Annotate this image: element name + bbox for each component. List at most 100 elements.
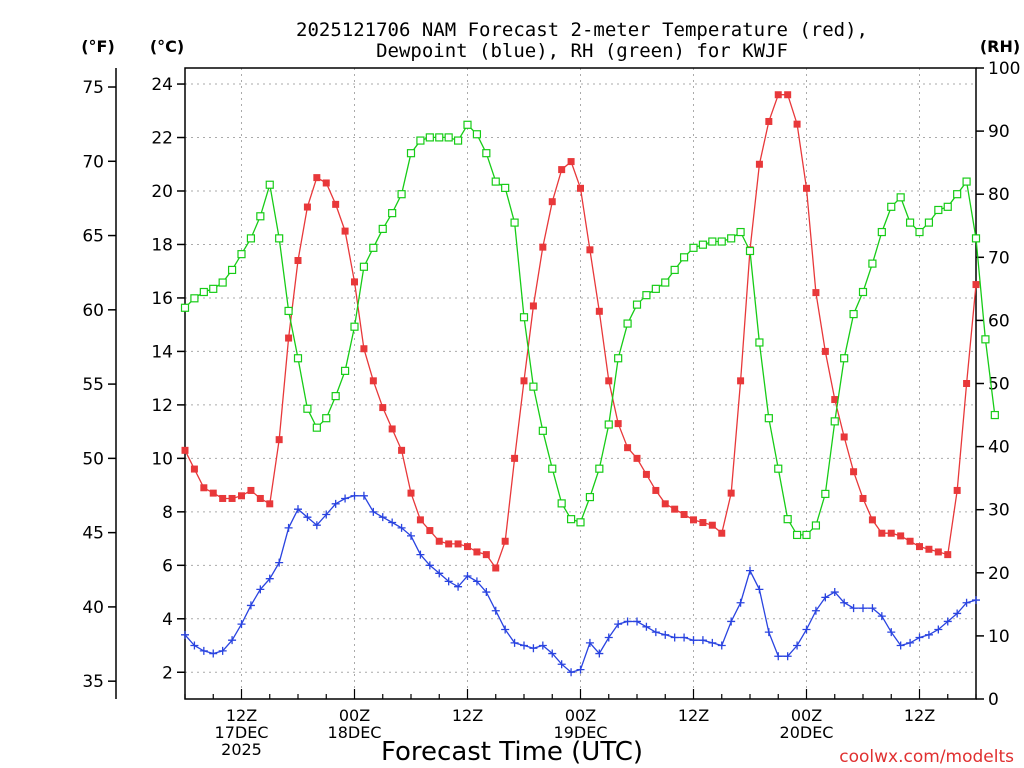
data-point bbox=[246, 234, 256, 243]
data-point bbox=[774, 91, 782, 99]
data-point bbox=[698, 636, 707, 645]
data-point bbox=[284, 306, 293, 316]
data-point bbox=[661, 278, 670, 287]
data-point bbox=[303, 404, 312, 413]
data-point bbox=[887, 202, 896, 211]
data-point bbox=[981, 335, 990, 344]
data-point bbox=[755, 338, 764, 347]
data-point bbox=[181, 446, 189, 454]
data-point bbox=[670, 633, 679, 642]
data-point bbox=[473, 548, 481, 556]
data-point bbox=[783, 652, 792, 661]
data-point bbox=[519, 313, 529, 322]
data-point bbox=[868, 259, 877, 268]
fahrenheit-tick-label: 45 bbox=[82, 524, 104, 544]
data-point bbox=[811, 606, 820, 615]
data-point bbox=[359, 262, 369, 271]
data-point bbox=[293, 354, 303, 363]
data-point bbox=[416, 136, 425, 145]
data-point bbox=[539, 243, 547, 251]
data-point bbox=[736, 227, 745, 237]
data-point bbox=[953, 486, 961, 494]
data-point bbox=[859, 604, 867, 613]
data-point bbox=[369, 377, 377, 385]
series-relative-humidity bbox=[180, 120, 999, 540]
data-point bbox=[275, 436, 283, 444]
data-point bbox=[453, 136, 463, 145]
x-tick-label: 19DEC bbox=[554, 723, 608, 742]
x-tick-label: 17DEC bbox=[215, 723, 269, 742]
data-point bbox=[209, 284, 218, 293]
celsius-tick-label: 20 bbox=[151, 182, 173, 202]
data-point bbox=[558, 166, 566, 174]
x-tick-label: 2025 bbox=[221, 740, 262, 759]
data-point bbox=[397, 190, 406, 199]
data-point bbox=[811, 521, 821, 530]
data-point bbox=[765, 117, 773, 125]
data-point bbox=[943, 202, 952, 211]
data-point bbox=[303, 203, 311, 211]
data-point bbox=[755, 160, 763, 168]
data-point bbox=[482, 588, 491, 597]
data-point bbox=[209, 489, 217, 497]
rh-tick-label: 80 bbox=[988, 185, 1010, 205]
data-point bbox=[812, 289, 820, 297]
data-point bbox=[850, 468, 858, 476]
celsius-tick-label: 14 bbox=[151, 342, 173, 362]
data-point bbox=[858, 287, 868, 297]
data-point bbox=[868, 604, 877, 613]
data-point bbox=[953, 609, 962, 618]
data-point bbox=[228, 636, 237, 645]
celsius-tick-label: 8 bbox=[162, 503, 173, 523]
data-point bbox=[454, 540, 462, 548]
data-point bbox=[246, 601, 255, 610]
data-point bbox=[529, 302, 537, 310]
data-point bbox=[924, 630, 933, 639]
fahrenheit-tick-label: 40 bbox=[82, 598, 104, 618]
data-point bbox=[218, 646, 227, 655]
data-point bbox=[915, 227, 924, 237]
data-point bbox=[350, 491, 359, 500]
data-point bbox=[727, 234, 736, 243]
data-point bbox=[953, 190, 962, 199]
data-point bbox=[576, 665, 585, 674]
data-point bbox=[444, 133, 453, 142]
data-point bbox=[736, 598, 745, 607]
data-point bbox=[322, 510, 331, 519]
data-point bbox=[595, 464, 604, 473]
data-point bbox=[435, 569, 444, 578]
fahrenheit-tick-label: 50 bbox=[82, 449, 104, 469]
data-point bbox=[962, 177, 971, 186]
rh-axis: 0 10 20 30 40 50 60 70 80 90 100 bbox=[976, 59, 1020, 710]
rh-tick-label: 50 bbox=[988, 375, 1010, 395]
data-point bbox=[934, 625, 943, 634]
data-point bbox=[557, 660, 566, 669]
data-point bbox=[312, 521, 321, 530]
data-point bbox=[265, 180, 274, 189]
data-point bbox=[840, 598, 849, 607]
data-point bbox=[331, 392, 340, 401]
celsius-unit-label: (°C) bbox=[150, 37, 184, 56]
data-point bbox=[896, 193, 905, 202]
celsius-tick-label: 18 bbox=[151, 235, 173, 255]
celsius-tick-label: 4 bbox=[162, 610, 173, 630]
data-point bbox=[717, 641, 726, 650]
series-layer bbox=[180, 91, 999, 677]
celsius-tick-label: 6 bbox=[162, 556, 173, 576]
data-point bbox=[520, 641, 528, 650]
data-point bbox=[407, 489, 415, 497]
data-point bbox=[821, 347, 829, 355]
rh-tick-label: 0 bbox=[988, 690, 999, 710]
data-point bbox=[830, 588, 839, 597]
data-point bbox=[623, 617, 632, 626]
data-point bbox=[388, 209, 397, 218]
data-point bbox=[651, 628, 660, 637]
data-point bbox=[793, 641, 802, 650]
data-point bbox=[727, 617, 736, 626]
data-point bbox=[784, 91, 792, 99]
x-tick-label: 12Z bbox=[904, 706, 935, 725]
data-point bbox=[661, 630, 670, 639]
data-point bbox=[962, 598, 971, 607]
data-point bbox=[708, 638, 717, 647]
celsius-tick-label: 22 bbox=[151, 129, 173, 149]
